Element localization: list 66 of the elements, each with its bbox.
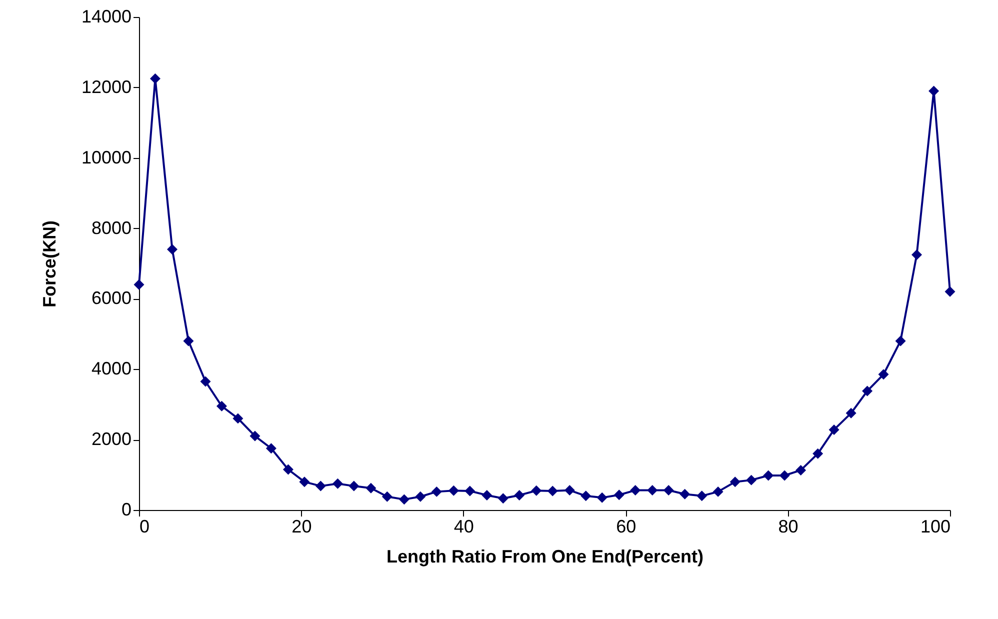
point xyxy=(167,244,178,255)
point xyxy=(282,464,294,475)
point xyxy=(878,369,889,380)
point xyxy=(828,424,840,435)
point xyxy=(134,279,144,290)
point xyxy=(663,485,674,496)
point xyxy=(580,490,592,502)
point xyxy=(531,485,542,496)
point xyxy=(647,485,658,496)
point xyxy=(498,493,508,504)
y-tick-label: 14000 xyxy=(81,6,132,26)
point xyxy=(730,476,740,488)
point xyxy=(382,491,392,502)
y-tick-label: 2000 xyxy=(91,429,132,450)
point xyxy=(366,482,376,494)
y-tick-label: 8000 xyxy=(91,218,132,238)
x-tick-label: 80 xyxy=(778,516,798,536)
x-tick-label: 0 xyxy=(140,516,150,536)
point xyxy=(746,474,757,486)
point xyxy=(895,336,906,346)
point xyxy=(596,492,608,503)
x-tick-label: 100 xyxy=(920,516,950,536)
y-tick-label: 4000 xyxy=(91,358,132,379)
point xyxy=(315,480,326,492)
y-tick-label: 10000 xyxy=(81,147,132,168)
point xyxy=(514,490,525,500)
point xyxy=(266,443,276,454)
point xyxy=(448,485,459,496)
point xyxy=(846,408,856,418)
point xyxy=(862,386,873,396)
x-tick-label: 60 xyxy=(616,516,636,536)
point xyxy=(464,486,476,496)
x-tick-label: 20 xyxy=(292,516,312,536)
y-tick-label: 12000 xyxy=(81,76,132,97)
point xyxy=(415,491,426,502)
y-tick-label: 6000 xyxy=(91,288,132,308)
point xyxy=(614,490,624,500)
x-tick-label: 40 xyxy=(454,516,474,536)
point xyxy=(299,476,310,488)
x-axis-title: Length Ratio From One End(Percent) xyxy=(386,546,704,566)
y-axis-title: Force(KN) xyxy=(39,220,60,308)
point xyxy=(696,490,708,502)
point xyxy=(216,400,227,412)
y-tick-label: 0 xyxy=(121,500,132,520)
point xyxy=(680,488,690,500)
point xyxy=(779,470,790,481)
point xyxy=(482,490,492,500)
point xyxy=(431,486,442,497)
point xyxy=(150,73,160,84)
point xyxy=(332,478,343,489)
point xyxy=(250,430,260,442)
point xyxy=(183,336,194,346)
point xyxy=(348,480,360,492)
point xyxy=(812,448,824,459)
point xyxy=(912,249,922,260)
point xyxy=(630,485,641,496)
point xyxy=(398,494,410,505)
point xyxy=(796,464,806,476)
point xyxy=(200,376,211,387)
point xyxy=(763,470,774,481)
point xyxy=(944,286,956,297)
point xyxy=(232,413,244,424)
point xyxy=(547,486,558,496)
point xyxy=(712,486,724,497)
point xyxy=(564,485,575,496)
point xyxy=(928,86,940,96)
